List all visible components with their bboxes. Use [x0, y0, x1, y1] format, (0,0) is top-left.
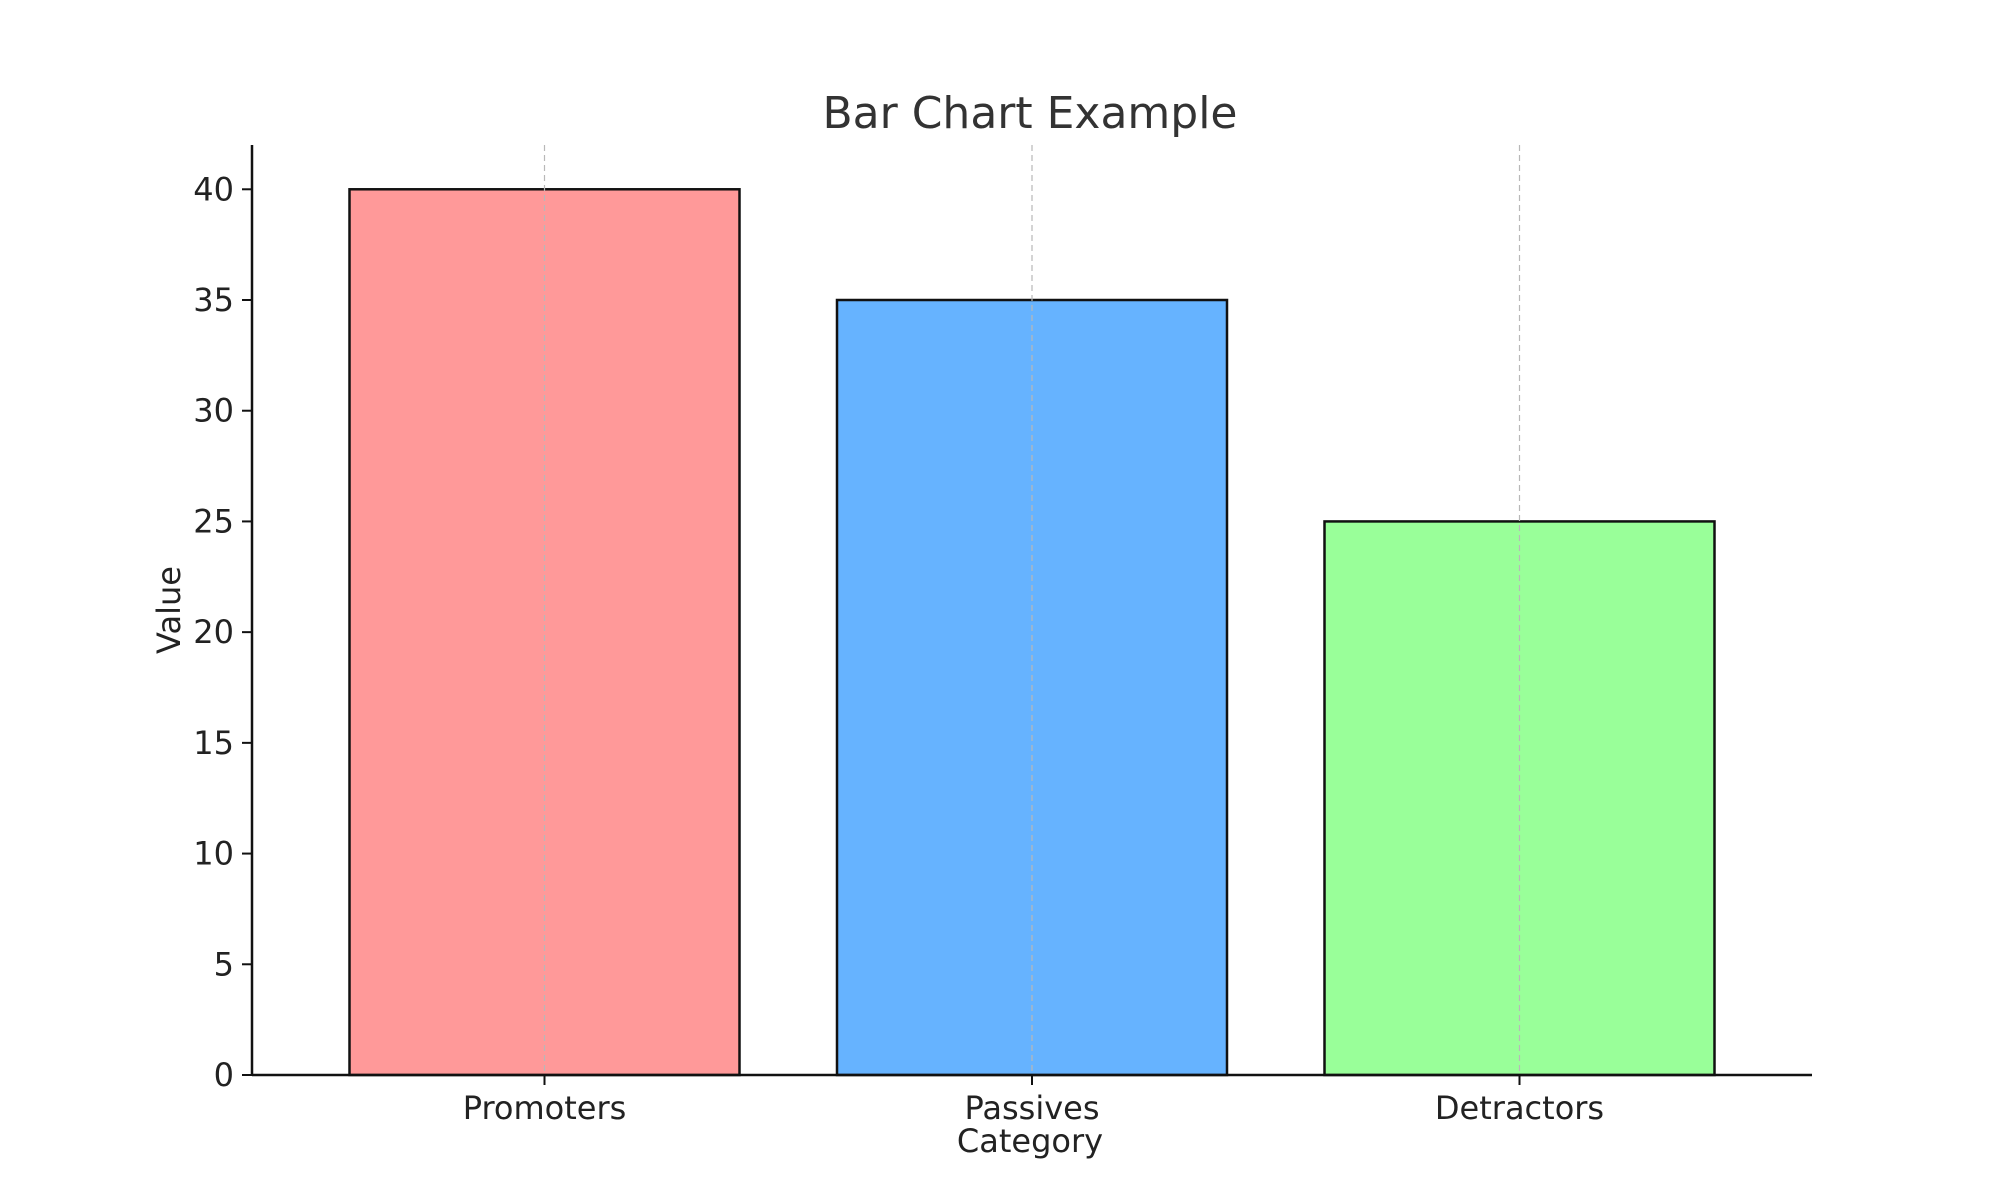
y-axis-label: Value — [150, 566, 188, 654]
y-tick-label: 5 — [214, 945, 234, 983]
chart-title: Bar Chart Example — [822, 88, 1237, 139]
y-tick-label: 35 — [193, 281, 234, 319]
y-tick-label: 0 — [214, 1056, 234, 1094]
x-tick-label-passives: Passives — [965, 1089, 1100, 1127]
x-tick-label-promoters: Promoters — [463, 1089, 627, 1127]
bars-layer — [348, 188, 1716, 1077]
y-tick-label: 25 — [193, 502, 234, 540]
x-axis-label: Category — [957, 1122, 1103, 1160]
y-tick-label: 40 — [193, 170, 234, 208]
grid-layer — [543, 145, 1521, 1075]
y-tick-label: 10 — [193, 835, 234, 873]
x-tick-label-detractors: Detractors — [1435, 1089, 1604, 1127]
bar-promoters — [348, 188, 741, 1077]
y-tick-label: 15 — [193, 724, 234, 762]
ticks-layer: 0 5 10 15 20 25 30 35 40 Promoters Passives Detract… — [193, 170, 1604, 1127]
y-tick-label: 30 — [193, 392, 234, 430]
y-tick-label: 20 — [193, 613, 234, 651]
